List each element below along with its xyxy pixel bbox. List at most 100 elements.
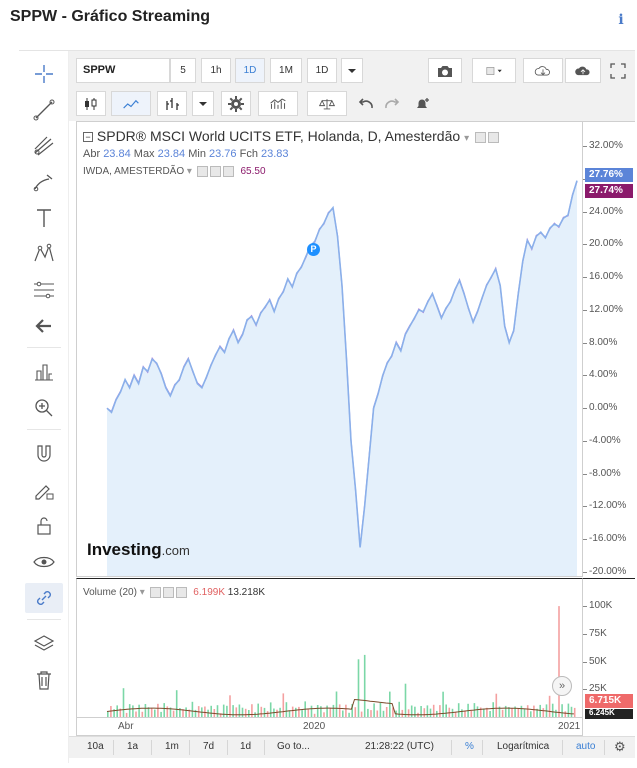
scroll-right-icon[interactable]: » — [552, 676, 572, 696]
undo-icon[interactable] — [353, 91, 379, 116]
price-axis-tick — [583, 506, 587, 508]
crosshair-icon[interactable] — [25, 59, 63, 89]
trendline-icon[interactable] — [25, 95, 63, 125]
log-toggle[interactable]: Logarítmica — [497, 741, 550, 752]
compare-dropdown-icon[interactable]: ▾ — [186, 166, 192, 178]
legend-title-dropdown-icon[interactable]: ▾ — [464, 133, 470, 144]
fibonacci-icon[interactable] — [25, 275, 63, 305]
text-icon[interactable] — [25, 203, 63, 233]
cloud-upload-icon[interactable] — [565, 58, 601, 83]
interval-select[interactable]: 1D — [307, 58, 337, 83]
volume-pane[interactable]: Volume (20) ▾ 6.199K 13.218K » — [76, 578, 583, 718]
percent-toggle[interactable]: % — [465, 741, 474, 752]
compare-close-icon[interactable] — [222, 166, 234, 177]
eye-icon[interactable] — [25, 547, 63, 577]
link-icon[interactable] — [25, 583, 63, 613]
volume-bar — [514, 706, 516, 717]
color-box-icon[interactable] — [472, 58, 516, 83]
range-7d-button[interactable]: 7d — [203, 741, 215, 752]
legend-settings-icon[interactable] — [474, 131, 486, 143]
price-axis-tick — [583, 473, 587, 475]
goto-button[interactable]: Go to... — [277, 741, 310, 752]
price-axis-tick — [583, 211, 587, 213]
volume-bar — [404, 683, 407, 717]
volume-bar — [257, 703, 259, 717]
volume-bar — [310, 705, 313, 717]
volume-bar — [570, 706, 573, 717]
range-1m-button[interactable]: 1m — [165, 741, 179, 752]
compare-config-icon[interactable] — [209, 166, 221, 177]
volume-bar — [291, 706, 294, 717]
range-1a-button[interactable]: 1a — [127, 741, 139, 752]
chart-type-dropdown-icon[interactable] — [192, 91, 214, 116]
area-chart-icon[interactable] — [111, 91, 151, 116]
pitchfork-icon[interactable] — [25, 131, 63, 161]
price-area-fill — [107, 180, 577, 576]
volume-bar — [194, 709, 197, 717]
brush-icon[interactable] — [25, 167, 63, 197]
volume-axis-tick — [583, 606, 587, 608]
indicators-icon[interactable] — [258, 91, 298, 116]
cloud-download-icon[interactable] — [523, 58, 563, 83]
volume-bar — [376, 710, 379, 717]
compare-settings-icon[interactable] — [196, 166, 208, 177]
event-marker-icon[interactable]: P — [307, 243, 320, 256]
volume-bar — [160, 711, 162, 717]
balance-icon[interactable] — [307, 91, 347, 116]
interval-5-button[interactable]: 5 — [170, 58, 196, 83]
volume-bar — [385, 707, 388, 717]
interval-1d-button[interactable]: 1D — [235, 58, 265, 83]
volume-bar — [573, 707, 576, 717]
volume-bar — [260, 706, 263, 717]
price-axis-label: -16.00% — [589, 533, 627, 545]
back-arrow-icon[interactable] — [25, 311, 63, 341]
measure-icon[interactable] — [25, 357, 63, 387]
auto-toggle[interactable]: auto — [576, 741, 596, 752]
fullscreen-icon[interactable] — [605, 58, 631, 83]
price-axis-tick — [583, 539, 587, 541]
info-icon[interactable]: i — [618, 12, 624, 28]
volume-bar — [222, 704, 225, 717]
compare-icon[interactable] — [157, 91, 187, 116]
collapse-legend-icon[interactable]: − — [83, 132, 93, 143]
page-title: SPPW - Gráfico Streaming — [10, 8, 211, 25]
lock-pencil-icon[interactable] — [25, 475, 63, 505]
trash-icon[interactable] — [25, 665, 63, 695]
gear-icon[interactable]: ⚙ — [614, 739, 626, 754]
camera-icon[interactable] — [428, 58, 462, 83]
price-axis[interactable]: 32.00%28.00%24.00%20.00%16.00%12.00%8.00… — [583, 121, 635, 577]
volume-close-icon[interactable] — [175, 587, 187, 598]
magnet-icon[interactable] — [25, 439, 63, 469]
unlock-icon[interactable] — [25, 511, 63, 541]
volume-bar — [119, 708, 122, 717]
pattern-icon[interactable] — [25, 239, 63, 269]
interval-dropdown-icon[interactable] — [341, 58, 363, 83]
price-chart[interactable]: − SPDR® MSCI World UCITS ETF, Holanda, D… — [76, 121, 583, 577]
legend-config-icon[interactable] — [487, 131, 499, 143]
candles-icon[interactable] — [76, 91, 106, 116]
volume-bar — [470, 710, 473, 717]
range-10a-button[interactable]: 10a — [87, 741, 104, 752]
alert-icon[interactable] — [407, 91, 437, 116]
range-1d-button[interactable]: 1d — [240, 741, 252, 752]
redo-icon[interactable] — [379, 91, 405, 116]
symbol-input[interactable]: SPPW — [76, 58, 170, 83]
layers-icon[interactable] — [25, 629, 63, 659]
time-axis[interactable]: Abr 2020 2021 — [76, 718, 583, 736]
price-axis-tick — [583, 277, 587, 279]
volume-dropdown-icon[interactable]: ▾ — [139, 587, 145, 599]
interval-1m-button[interactable]: 1M — [270, 58, 302, 83]
price-axis-tick — [583, 342, 587, 344]
interval-1h-button[interactable]: 1h — [201, 58, 231, 83]
price-axis-tick — [583, 375, 587, 377]
price-axis-label: 32.00% — [589, 140, 623, 152]
zoom-icon[interactable] — [25, 393, 63, 423]
bottom-bar: 10a 1a 1m 7d 1d Go to... 21:28:22 (UTC) … — [69, 736, 635, 758]
last-price-tag: 27.76% — [585, 168, 633, 182]
settings-icon[interactable] — [221, 91, 251, 116]
volume-config-icon[interactable] — [162, 587, 174, 598]
legend-compare: IWDA, AMESTERDÃO ▾ 65.50 — [83, 166, 266, 177]
volume-settings-icon[interactable] — [149, 587, 161, 598]
volume-axis[interactable]: 100K 75K 50K 25K 6.715K 6.245K — [583, 578, 635, 719]
